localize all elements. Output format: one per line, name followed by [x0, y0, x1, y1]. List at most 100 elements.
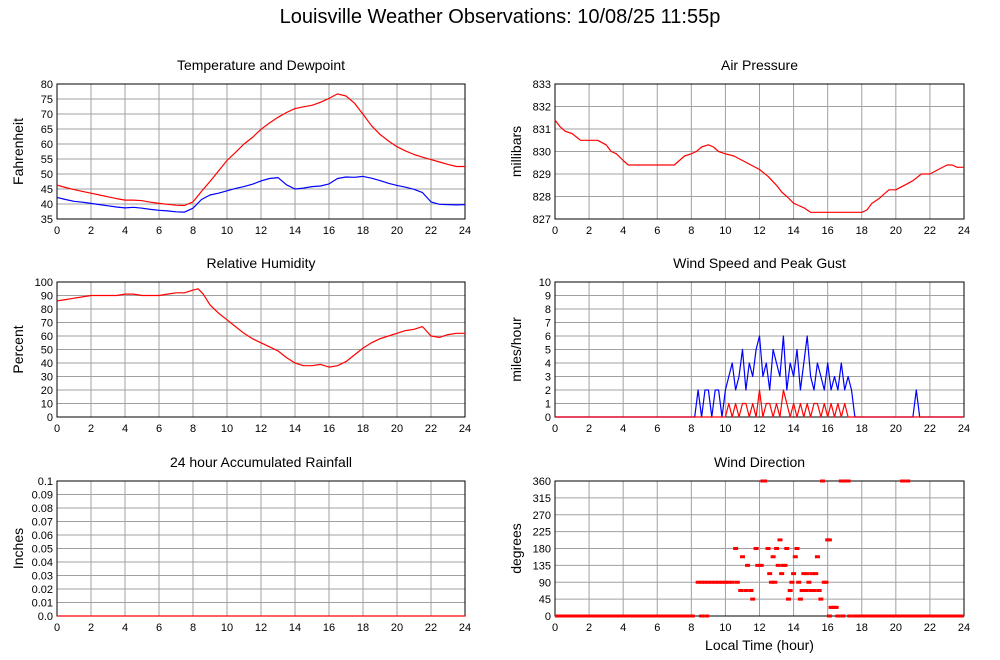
direction-point	[699, 614, 705, 618]
direction-point	[702, 580, 708, 584]
x-tick-label: 6	[654, 622, 660, 634]
x-tick-label: 10	[221, 225, 233, 237]
x-tick-label: 14	[787, 423, 799, 435]
direction-point	[738, 589, 744, 592]
x-tick-label: 22	[425, 225, 437, 237]
x-tick-label: 10	[221, 622, 233, 634]
y-tick-label: 827	[533, 214, 551, 226]
y-tick-label: 0.0	[38, 611, 53, 623]
x-tick-label: 6	[156, 225, 162, 237]
x-tick-label: 6	[156, 622, 162, 634]
y-tick-label: 70	[41, 318, 53, 330]
chart-title: Relative Humidity	[207, 255, 316, 271]
y-tick-label: 0.08	[32, 503, 53, 515]
x-tick-label: 6	[156, 423, 162, 435]
plot-frame	[554, 480, 965, 617]
x-tick-label: 24	[459, 423, 471, 435]
x-tick-label: 2	[586, 423, 592, 435]
y-tick-label: 8	[545, 304, 551, 316]
y-tick-label: 360	[533, 476, 551, 488]
direction-point	[753, 547, 759, 550]
rain-chart: 0 2 4 6 8 10 12 14 16 18 20 22 240.00.010.020.030.04…	[10, 454, 471, 634]
plot-frame	[554, 83, 965, 220]
direction-point	[806, 580, 812, 584]
x-tick-label: 14	[787, 225, 799, 237]
plot-frame	[554, 281, 965, 418]
y-tick-label: 0.04	[32, 557, 53, 569]
x-tick-label: 12	[255, 423, 267, 435]
direction-point	[840, 614, 846, 618]
y-tick-label: 0.06	[32, 530, 53, 542]
direction-point	[826, 614, 832, 618]
x-tick-label: 10	[719, 423, 731, 435]
temp-chart: 0 2 4 6 8 10 12 14 16 18 20 22 243540455055606570758…	[10, 57, 471, 237]
y-tick-label: 0.03	[32, 571, 53, 583]
x-tick-label: 20	[391, 225, 403, 237]
x-tick-label: 4	[620, 225, 626, 237]
x-tick-label: 22	[924, 225, 936, 237]
x-tick-label: 22	[425, 622, 437, 634]
y-tick-label: 35	[41, 214, 53, 226]
x-tick-label: 18	[856, 225, 868, 237]
y-tick-label: 5	[545, 345, 551, 357]
x-tick-label: 0	[54, 225, 60, 237]
y-tick-label: 4	[545, 358, 551, 370]
y-tick-label: 40	[41, 358, 53, 370]
x-tick-label: 18	[357, 423, 369, 435]
direction-point	[739, 555, 745, 559]
x-tick-label: 2	[88, 225, 94, 237]
direction-point	[750, 597, 756, 601]
y-tick-label: 0.1	[38, 476, 53, 488]
speed-line	[555, 389, 964, 418]
direction-point	[755, 563, 761, 567]
x-tick-label: 2	[586, 225, 592, 237]
direction-point	[818, 597, 824, 601]
direction-point	[748, 589, 754, 592]
chart-title: Air Pressure	[721, 57, 798, 73]
y-tick-label: 20	[41, 385, 53, 397]
direction-point	[770, 555, 776, 559]
direction-point	[804, 572, 810, 576]
x-tick-label: 8	[688, 423, 694, 435]
direction-point	[734, 580, 740, 584]
y-tick-label: 2	[545, 385, 551, 397]
x-tick-label: 16	[822, 423, 834, 435]
direction-point	[787, 589, 793, 592]
x-tick-label: 16	[822, 225, 834, 237]
x-tick-label: 20	[391, 423, 403, 435]
x-tick-label: 18	[856, 423, 868, 435]
y-tick-label: 829	[533, 169, 551, 181]
x-tick-label: 10	[719, 225, 731, 237]
direction-point	[722, 580, 728, 584]
direction-point	[811, 589, 817, 592]
x-tick-label: 8	[688, 225, 694, 237]
y-axis-label: millibars	[508, 126, 524, 177]
direction-point	[820, 479, 826, 483]
y-tick-label: 0.02	[32, 584, 53, 596]
y-tick-label: 833	[533, 79, 551, 91]
x-tick-label: 0	[552, 225, 558, 237]
x-tick-label: 4	[122, 423, 128, 435]
x-tick-label: 12	[753, 423, 765, 435]
direction-point	[772, 580, 778, 584]
x-tick-label: 18	[856, 622, 868, 634]
direction-point	[777, 538, 783, 542]
x-tick-label: 20	[890, 225, 902, 237]
direction-point	[765, 547, 771, 550]
rh-chart: 0 2 4 6 8 10 12 14 16 18 20 22 240102030405060708090…	[10, 255, 471, 435]
direction-point	[799, 589, 805, 592]
direction-point	[705, 580, 711, 584]
direction-point	[835, 614, 841, 618]
y-tick-label: 0.01	[32, 598, 53, 610]
x-tick-label: 22	[924, 622, 936, 634]
temperature-line	[56, 93, 465, 207]
y-tick-label: 65	[41, 124, 53, 136]
x-tick-label: 4	[620, 622, 626, 634]
y-tick-label: 270	[533, 510, 551, 522]
x-tick-label: 12	[753, 225, 765, 237]
x-tick-label: 2	[88, 423, 94, 435]
x-tick-label: 18	[357, 225, 369, 237]
chart-title: 24 hour Accumulated Rainfall	[170, 454, 352, 470]
direction-point	[762, 479, 768, 483]
